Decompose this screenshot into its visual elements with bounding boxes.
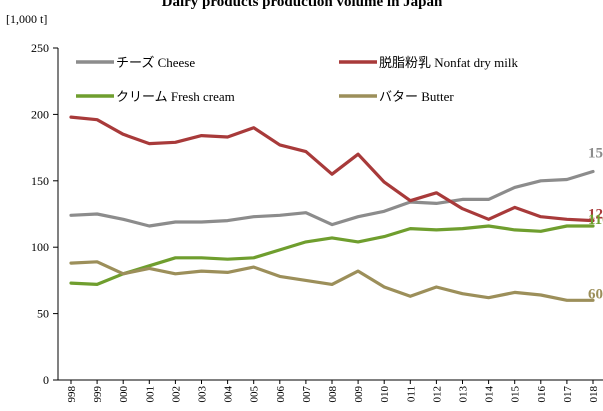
legend-label-3: バター Butter — [379, 89, 454, 104]
x-tick-label: 001 — [144, 386, 156, 403]
legend-label-2: クリーム Fresh cream — [116, 89, 235, 104]
end-label-1: 120 — [588, 207, 603, 223]
series-lines — [69, 115, 595, 302]
end-label-2: 116 — [588, 212, 603, 228]
x-tick-label: 998 — [66, 386, 78, 403]
x-tick-label: 016 — [536, 386, 548, 403]
end-labels: 157 120116 60 — [588, 146, 603, 303]
end-label-3: 60 — [588, 286, 603, 302]
x-tick-label: 009 — [353, 386, 365, 403]
x-tick-label: 007 — [301, 386, 313, 403]
y-tick-label: 250 — [31, 41, 49, 55]
legend: チーズ Cheese 脱脂粉乳 Nonfat dry milk クリーム Fresh… — [76, 55, 519, 104]
series-line-1 — [69, 115, 595, 223]
x-tick-label: 018 — [588, 386, 600, 403]
y-tick-label: 150 — [31, 174, 49, 188]
y-tick-label: 100 — [31, 240, 49, 254]
y-tick-label: 200 — [31, 107, 49, 121]
x-tick-label: 008 — [327, 386, 339, 403]
x-tick-label: 003 — [197, 386, 209, 403]
x-tick-label: 005 — [249, 386, 261, 403]
y-tick-label: 50 — [37, 307, 49, 321]
x-tick-label: 999 — [92, 386, 104, 403]
y-axis-unit: [1,000 t] — [6, 12, 47, 26]
x-tick-label: 000 — [118, 386, 130, 403]
series-line-0 — [69, 169, 595, 228]
x-tick-label: 002 — [170, 386, 182, 403]
x-tick-label: 006 — [275, 386, 287, 403]
x-axis-ticks: 998 999 000 001 002 003 004 005 006 007 008 009 010 0… — [66, 380, 600, 403]
y-axis-ticks: 0 50 100 150 200 250 — [31, 41, 58, 387]
x-tick-label: 004 — [223, 386, 235, 403]
x-tick-label: 011 — [405, 386, 417, 402]
x-tick-label: 015 — [510, 386, 522, 403]
x-tick-label: 013 — [458, 386, 470, 403]
series-line-3 — [69, 260, 595, 302]
legend-label-0: チーズ Cheese — [116, 55, 195, 70]
chart-title: Dairy products production volume in Japa… — [162, 0, 443, 10]
legend-label-1: 脱脂粉乳 Nonfat dry milk — [379, 55, 519, 70]
series-line-2 — [69, 224, 595, 286]
y-tick-label: 0 — [43, 373, 49, 387]
x-tick-label: 010 — [379, 386, 391, 403]
end-label-0: 157 — [588, 146, 603, 162]
x-tick-label: 014 — [484, 386, 496, 403]
x-tick-label: 017 — [562, 386, 574, 403]
x-tick-label: 012 — [431, 386, 443, 403]
